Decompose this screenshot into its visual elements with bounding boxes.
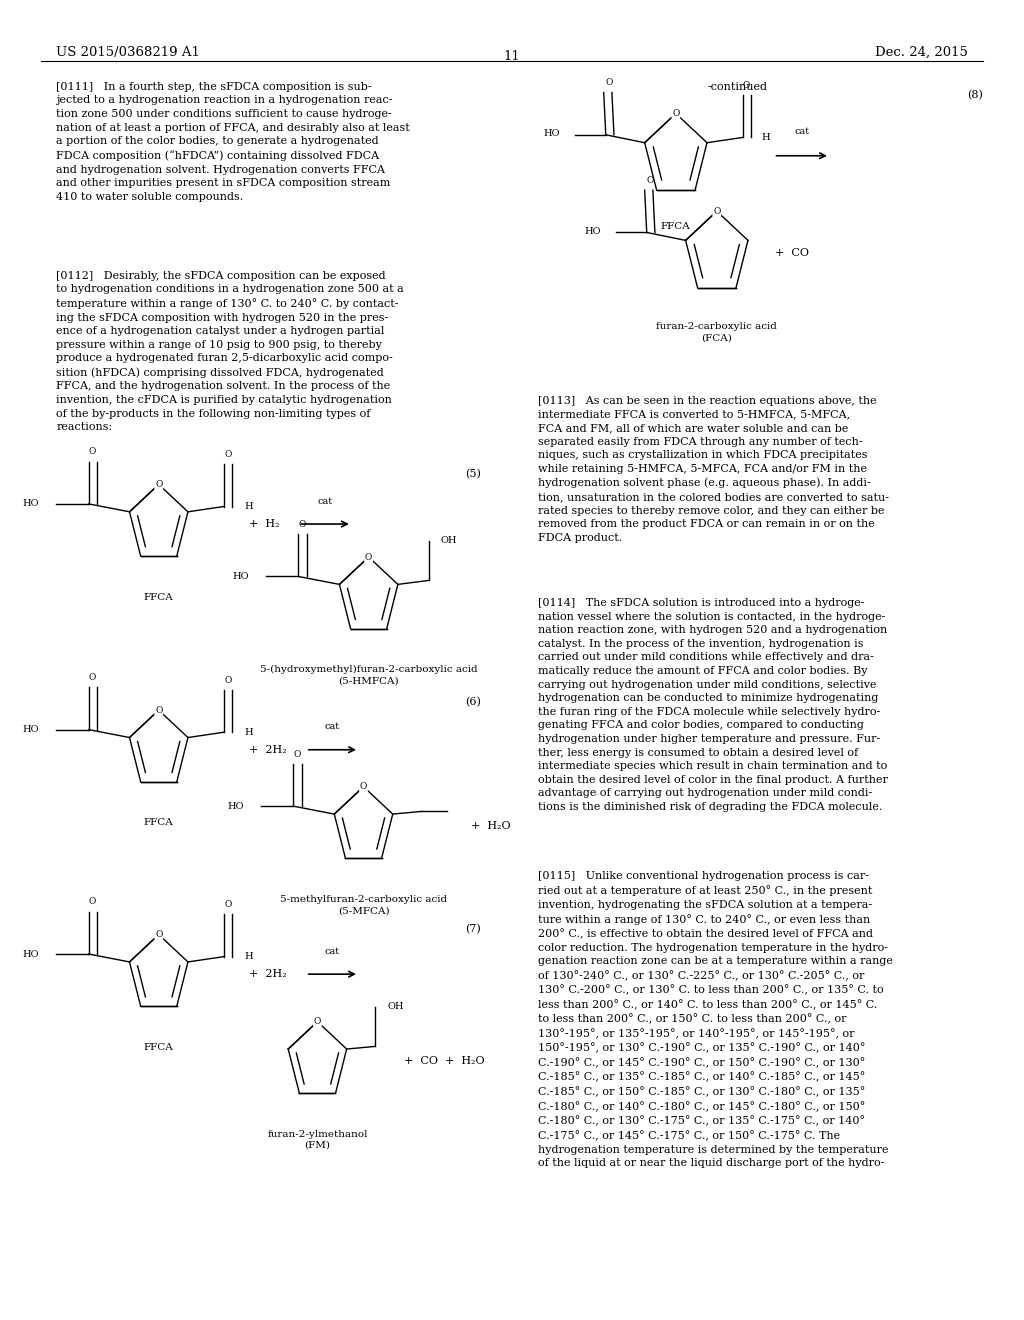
Text: 11: 11	[504, 50, 520, 63]
Text: -continued: -continued	[708, 82, 767, 92]
Text: +  CO: + CO	[775, 248, 809, 259]
Text: O: O	[155, 931, 163, 939]
Text: HO: HO	[23, 949, 39, 958]
Text: 5-(hydroxymethyl)furan-2-carboxylic acid
(5-HMFCA): 5-(hydroxymethyl)furan-2-carboxylic acid…	[260, 665, 477, 685]
Text: [0114]   The sFDCA solution is introduced into a hydroge-
nation vessel where th: [0114] The sFDCA solution is introduced …	[538, 598, 888, 812]
Text: +  H₂: + H₂	[250, 519, 280, 529]
Text: OH: OH	[441, 536, 458, 545]
Text: (5): (5)	[465, 469, 481, 479]
Text: O: O	[646, 176, 653, 185]
Text: HO: HO	[227, 801, 244, 810]
Text: O: O	[742, 81, 750, 90]
Text: O: O	[299, 520, 306, 529]
Text: FFCA: FFCA	[660, 222, 691, 231]
Text: O: O	[672, 110, 680, 117]
Text: H: H	[245, 952, 253, 961]
Text: O: O	[89, 447, 96, 457]
Text: Dec. 24, 2015: Dec. 24, 2015	[874, 46, 968, 59]
Text: cat: cat	[795, 127, 809, 136]
Text: [0111]   In a fourth step, the sFDCA composition is sub-
jected to a hydrogenati: [0111] In a fourth step, the sFDCA compo…	[56, 82, 410, 202]
Text: O: O	[713, 207, 721, 215]
Text: +  2H₂: + 2H₂	[250, 744, 287, 755]
Text: OH: OH	[388, 1002, 404, 1011]
Text: O: O	[294, 750, 301, 759]
Text: H: H	[761, 133, 770, 143]
Text: HO: HO	[232, 572, 249, 581]
Text: O: O	[224, 900, 231, 909]
Text: O: O	[365, 553, 373, 561]
Text: +  H₂O: + H₂O	[471, 821, 511, 832]
Text: US 2015/0368219 A1: US 2015/0368219 A1	[56, 46, 201, 59]
Text: HO: HO	[584, 227, 601, 236]
Text: H: H	[245, 727, 253, 737]
Text: FFCA: FFCA	[143, 1043, 174, 1052]
Text: +  2H₂: + 2H₂	[250, 969, 287, 979]
Text: 5-methylfuran-2-carboxylic acid
(5-MFCA): 5-methylfuran-2-carboxylic acid (5-MFCA)	[280, 895, 447, 915]
Text: HO: HO	[23, 725, 39, 734]
Text: O: O	[605, 78, 612, 87]
Text: HO: HO	[23, 499, 39, 508]
Text: O: O	[224, 676, 231, 685]
Text: cat: cat	[325, 722, 340, 731]
Text: [0115]   Unlike conventional hydrogenation process is car-
ried out at a tempera: [0115] Unlike conventional hydrogenation…	[538, 871, 893, 1168]
Text: furan-2-carboxylic acid
(FCA): furan-2-carboxylic acid (FCA)	[656, 322, 777, 342]
Text: furan-2-ylmethanol
(FM): furan-2-ylmethanol (FM)	[267, 1130, 368, 1150]
Text: H: H	[245, 502, 253, 511]
Text: FFCA: FFCA	[143, 593, 174, 602]
Text: HO: HO	[543, 129, 560, 139]
Text: (7): (7)	[466, 924, 481, 935]
Text: O: O	[89, 673, 96, 682]
Text: O: O	[359, 783, 368, 791]
Text: O: O	[224, 450, 231, 459]
Text: (8): (8)	[967, 90, 983, 100]
Text: cat: cat	[325, 946, 340, 956]
Text: O: O	[313, 1018, 322, 1026]
Text: +  CO  +  H₂O: + CO + H₂O	[404, 1056, 485, 1067]
Text: O: O	[155, 706, 163, 714]
Text: O: O	[89, 898, 96, 907]
Text: O: O	[155, 480, 163, 488]
Text: (6): (6)	[465, 697, 481, 708]
Text: cat: cat	[317, 496, 333, 506]
Text: [0112]   Desirably, the sFDCA composition can be exposed
to hydrogenation condit: [0112] Desirably, the sFDCA composition …	[56, 271, 404, 432]
Text: [0113]   As can be seen in the reaction equations above, the
intermediate FFCA i: [0113] As can be seen in the reaction eq…	[538, 396, 889, 543]
Text: FFCA: FFCA	[143, 818, 174, 828]
